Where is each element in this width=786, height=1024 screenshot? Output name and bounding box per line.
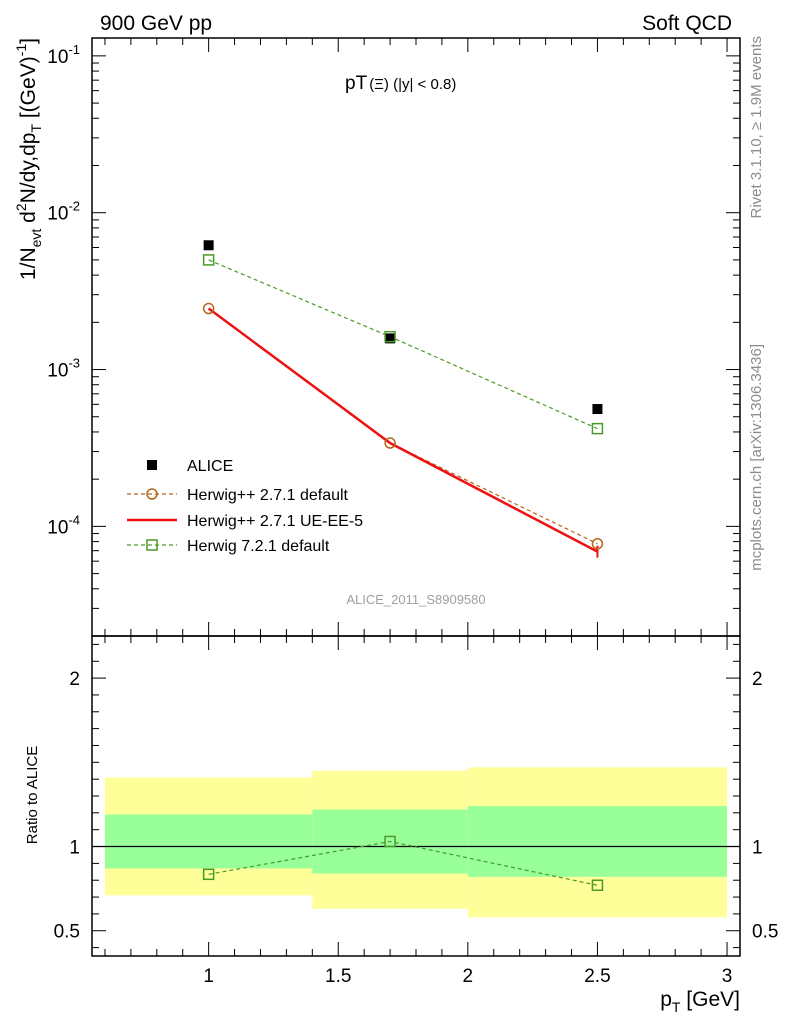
- ratio-series: [202, 835, 604, 892]
- main-ytick-label: 10-4: [47, 512, 80, 538]
- ratio-ytick-label-right: 2: [752, 669, 763, 690]
- main-axis-ticks: 10-1 10-2 10-3 10-4: [47, 38, 740, 637]
- ratio-xtick-label: 2: [463, 966, 474, 987]
- legend-label-herwigpp-ueee5: Herwig++ 2.7.1 UE-EE-5: [187, 513, 363, 530]
- legend-marker-alice: [147, 460, 157, 470]
- data-point-herwig-7-2-1-default: [384, 330, 396, 343]
- ratio-xtick-label: 3: [722, 966, 733, 987]
- ratio-xlabel: pT [GeV]: [660, 988, 740, 1015]
- legend-marker-herwig7: [146, 539, 158, 551]
- legend-label-herwigpp-default: Herwig++ 2.7.1 default: [187, 487, 349, 504]
- rivet-label: Rivet 3.1.10, ≥ 1.9M events: [748, 36, 765, 219]
- main-ytick-label: 10-2: [47, 199, 80, 225]
- legend: ALICE Herwig++ 2.7.1 default Herwig++ 2.…: [127, 458, 363, 555]
- main-ylabel: 1/Nevt d2N/dy,dpT [(GeV)-1]: [13, 38, 44, 280]
- main-title: pT (Ξ) (|y| < 0.8): [345, 73, 456, 94]
- legend-label-alice: ALICE: [187, 458, 233, 475]
- ratio-xtick-label: 1: [203, 966, 214, 987]
- main-ytick-label: 10-3: [47, 356, 80, 382]
- ratio-data-point: [591, 879, 604, 892]
- ratio-band-green: [104, 814, 313, 869]
- data-point-alice: [592, 404, 603, 415]
- ratio-axis-ticks: 0.5 0.5 1 1 2 2 1 1.5 2 2.5 3: [54, 636, 778, 987]
- ratio-data-point: [384, 835, 396, 848]
- ratio-ytick-label-left: 1: [69, 838, 80, 859]
- ratio-band-green: [467, 806, 728, 877]
- data-point-herwig-7-2-1-default: [591, 422, 604, 435]
- main-panel: 10-1 10-2 10-3 10-4 pT (Ξ) (|y| < 0.8) ALICE…: [13, 37, 741, 637]
- legend-label-herwig7: Herwig 7.2.1 default: [187, 538, 330, 555]
- ratio-ytick-label-right: 1: [752, 838, 763, 859]
- data-point-herwig-2-7-1-default: [384, 437, 396, 449]
- series-line-herwig-2-7-1-default: [208, 308, 598, 545]
- mcplots-label: mcplots.cern.ch [arXiv:1306.3436]: [748, 344, 765, 571]
- ratio-ytick-label-left: 2: [69, 669, 80, 690]
- main-ytick-label: 10-1: [47, 42, 80, 68]
- ratio-panel: 0.5 0.5 1 1 2 2 1 1.5 2 2.5 3 Ratio to ALICE pT [G…: [24, 635, 778, 1015]
- data-point-herwig-7-2-1-default: [202, 254, 215, 266]
- data-point-herwig-2-7-1-default: [591, 537, 604, 550]
- watermark: ALICE_2011_S8909580: [346, 592, 485, 607]
- main-title-sub: (Ξ) (|y| < 0.8): [369, 76, 456, 93]
- ratio-ytick-label-left: 0.5: [54, 922, 80, 943]
- ratio-xtick-label: 2.5: [584, 966, 610, 987]
- ratio-ytick-label-right: 0.5: [752, 922, 778, 943]
- data-point-alice: [203, 240, 214, 251]
- series-line-herwig-2-7-1-ue-ee-5: [207, 307, 599, 553]
- series-line-herwig-7-2-1-default: [208, 259, 598, 430]
- main-series: [202, 240, 604, 558]
- header-left: 900 GeV pp: [100, 12, 212, 35]
- data-point-alice: [385, 333, 396, 344]
- ratio-ylabel: Ratio to ALICE: [24, 746, 41, 844]
- ratio-plot-frame: [91, 635, 741, 957]
- legend-marker-herwigpp-default: [146, 488, 158, 500]
- ratio-bands: [92, 767, 740, 918]
- header-right: Soft QCD: [642, 12, 732, 35]
- ratio-series-line: [208, 840, 598, 886]
- data-point-herwig-2-7-1-default: [202, 302, 215, 315]
- ratio-data-point: [202, 868, 215, 881]
- ratio-xtick-label: 1.5: [325, 966, 351, 987]
- main-title-main: pT: [345, 73, 368, 94]
